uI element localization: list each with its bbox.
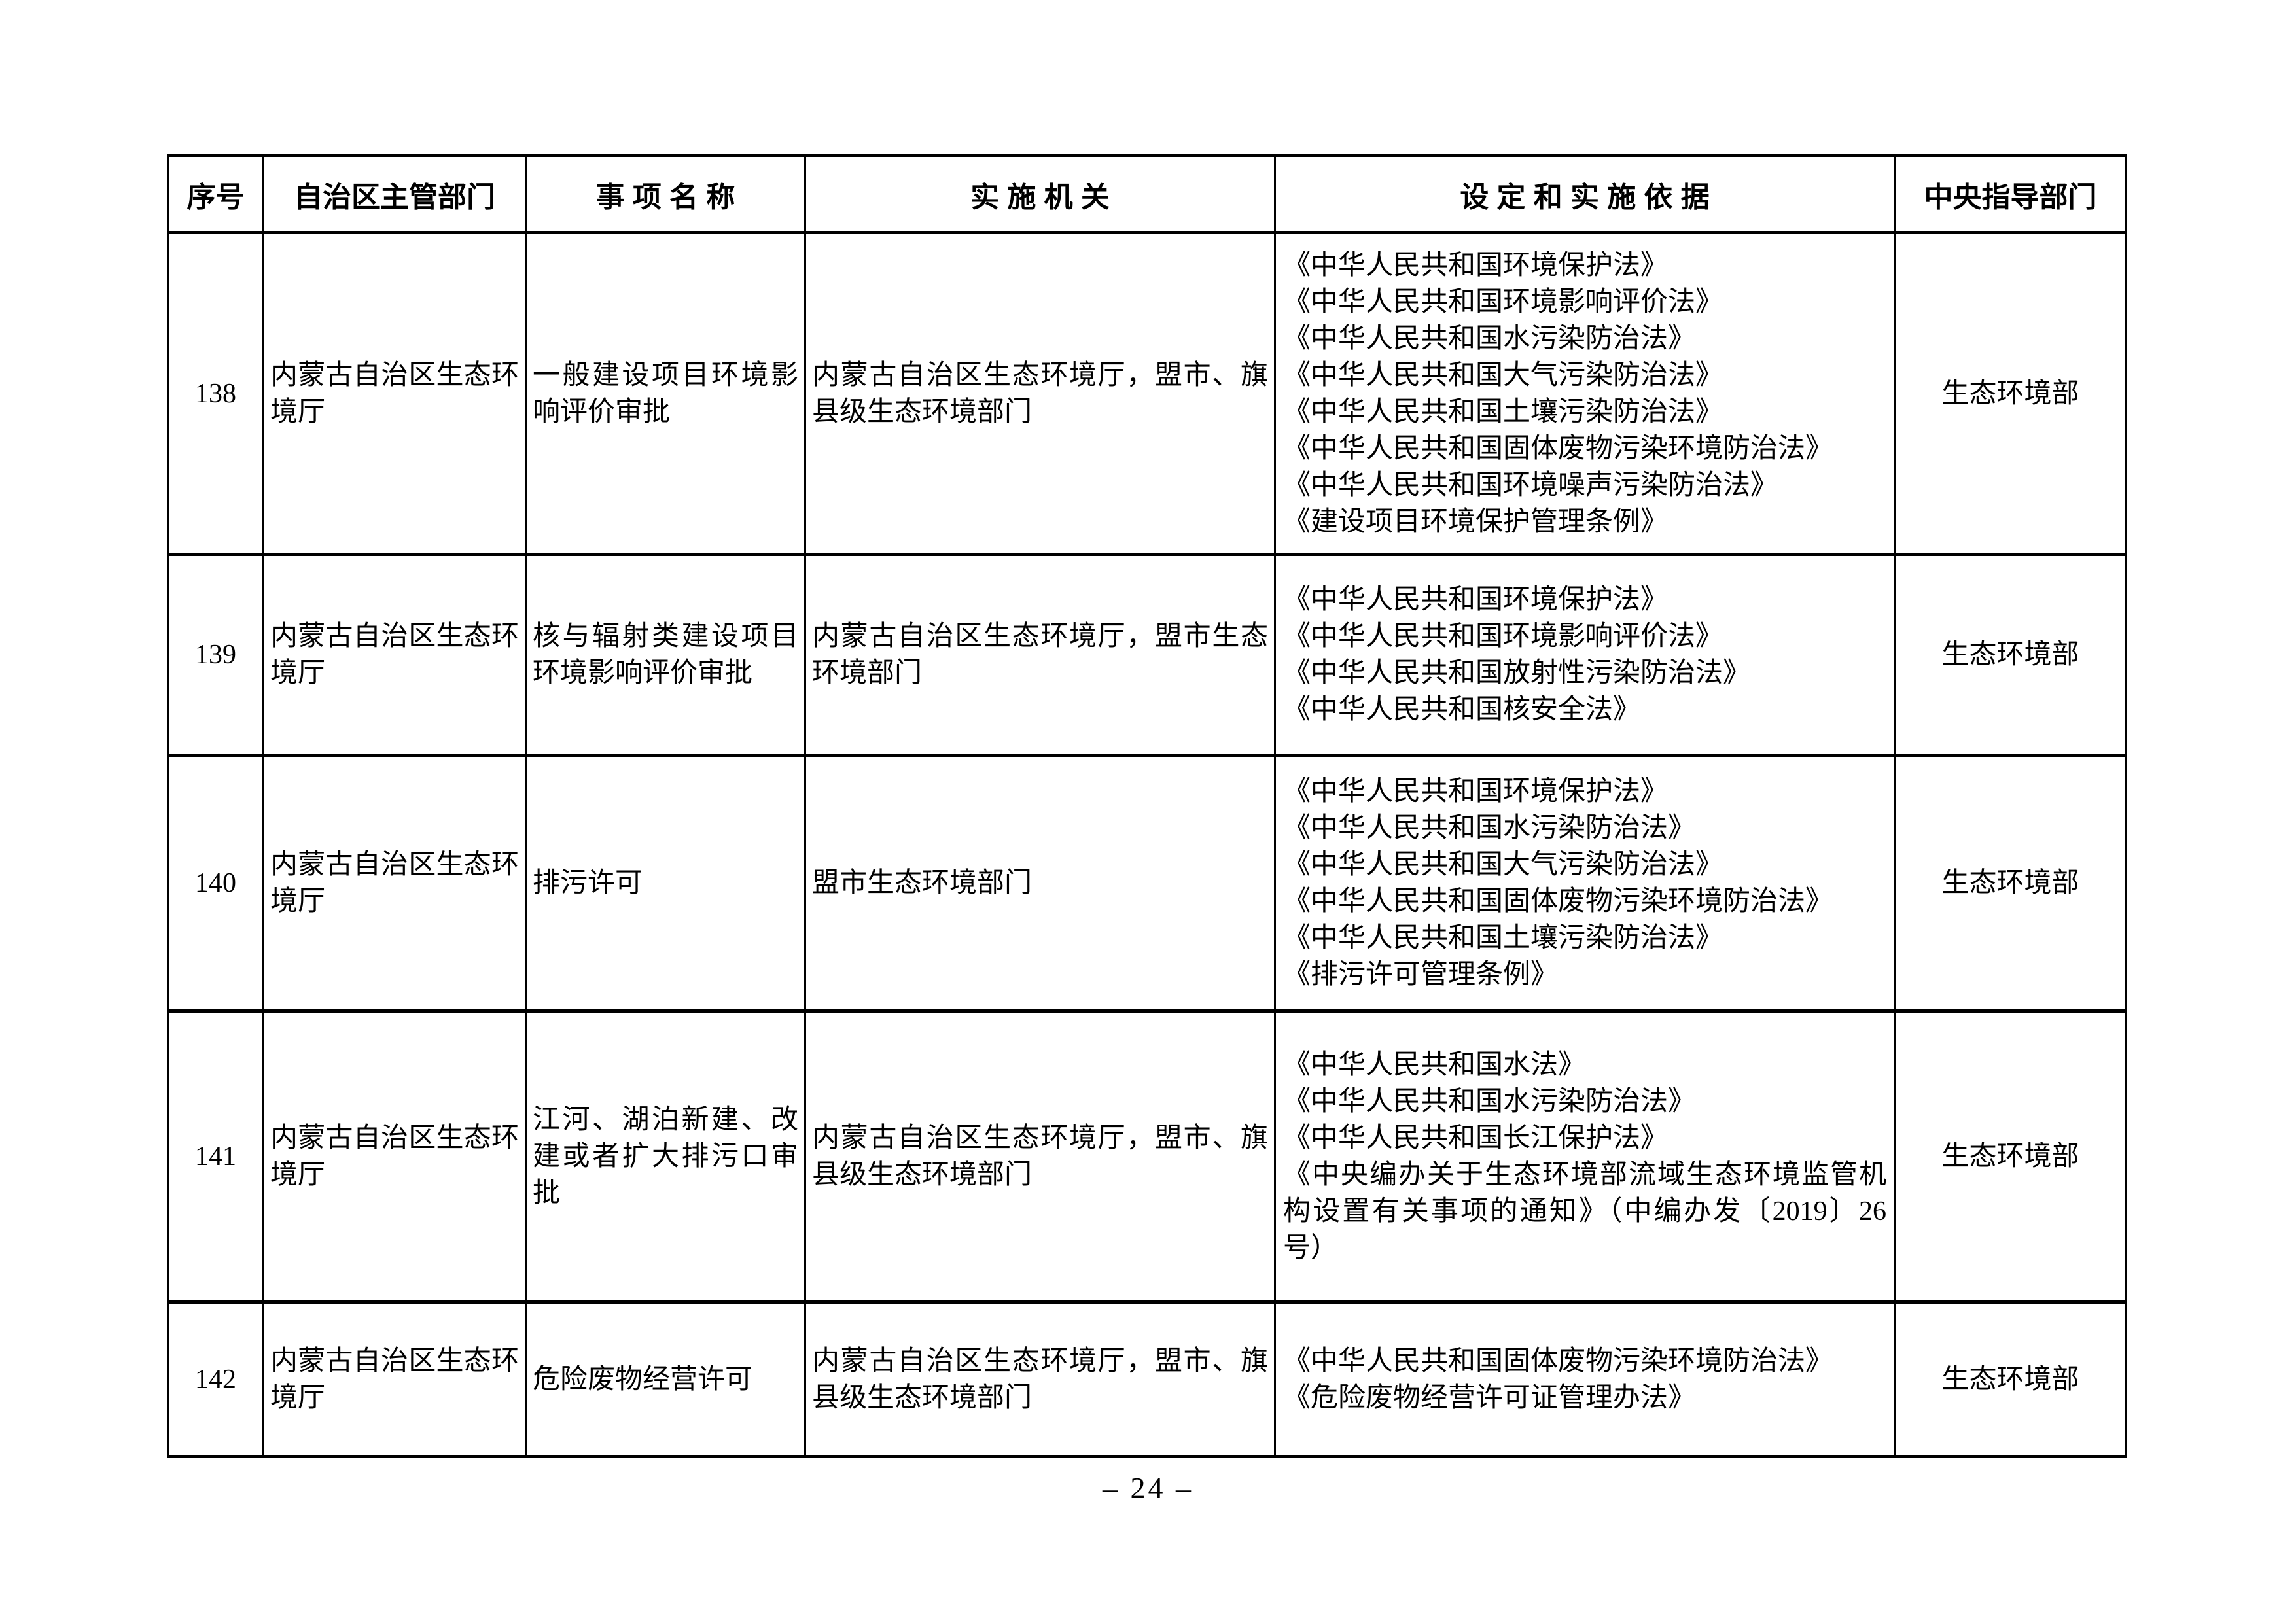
basis-line: 《中华人民共和国土壤污染防治法》 <box>1283 396 1723 427</box>
implementing-agency: 内蒙古自治区生态环境厅，盟市、旗县级生态环境部门 <box>804 1300 1276 1458</box>
basis-line: 《中华人民共和国水污染防治法》 <box>1283 813 1696 843</box>
central-department: 生态环境部 <box>1894 553 2127 757</box>
header-item: 事 项 名 称 <box>525 154 806 234</box>
region-department: 内蒙古自治区生态环境厅 <box>262 231 527 556</box>
basis-line: 《中华人民共和国水法》 <box>1283 1050 1586 1080</box>
basis-line: 《中华人民共和国环境影响评价法》 <box>1283 287 1723 317</box>
central-department: 生态环境部 <box>1894 754 2127 1013</box>
implementing-agency: 内蒙古自治区生态环境厅，盟市、旗县级生态环境部门 <box>804 1009 1276 1304</box>
region-department: 内蒙古自治区生态环境厅 <box>262 1009 527 1304</box>
region-department: 内蒙古自治区生态环境厅 <box>262 1300 527 1458</box>
basis-line: 《中华人民共和国土壤污染防治法》 <box>1283 923 1723 953</box>
basis-line: 《中华人民共和国固体废物污染环境防治法》 <box>1283 886 1833 916</box>
basis-line: 《建设项目环境保护管理条例》 <box>1283 506 1669 537</box>
table-row: 139 内蒙古自治区生态环境厅 核与辐射类建设项目环境影响评价审批 内蒙古自治区… <box>167 553 2127 757</box>
table-row: 138 内蒙古自治区生态环境厅 一般建设项目环境影响评价审批 内蒙古自治区生态环… <box>167 231 2127 556</box>
table-row: 142 内蒙古自治区生态环境厅 危险废物经营许可 内蒙古自治区生态环境厅，盟市、… <box>167 1300 2127 1458</box>
basis-line: 《排污许可管理条例》 <box>1283 960 1559 990</box>
basis-line: 《中华人民共和国固体废物污染环境防治法》 <box>1283 433 1833 464</box>
table-header-row: 序号 自治区主管部门 事 项 名 称 实 施 机 关 设 定 和 实 施 依 据… <box>167 154 2127 234</box>
basis-line: 《中华人民共和国水污染防治法》 <box>1283 323 1696 354</box>
row-number: 139 <box>167 553 264 757</box>
basis-line: 《中华人民共和国环境保护法》 <box>1283 250 1669 281</box>
header-no: 序号 <box>167 154 264 234</box>
table-row: 140 内蒙古自治区生态环境厅 排污许可 盟市生态环境部门 《中华人民共和国环境… <box>167 754 2127 1013</box>
implementing-agency: 盟市生态环境部门 <box>804 754 1276 1013</box>
basis-line: 《中华人民共和国环境保护法》 <box>1283 777 1669 807</box>
basis-line: 《中华人民共和国环境保护法》 <box>1283 585 1669 615</box>
basis-line: 《中华人民共和国固体废物污染环境防治法》 <box>1283 1346 1833 1376</box>
row-number: 142 <box>167 1300 264 1458</box>
legal-basis: 《中华人民共和国环境保护法》 《中华人民共和国环境影响评价法》 《中华人民共和国… <box>1274 231 1896 556</box>
approval-items-table: 序号 自治区主管部门 事 项 名 称 实 施 机 关 设 定 和 实 施 依 据… <box>167 154 2127 1458</box>
legal-basis: 《中华人民共和国水法》 《中华人民共和国水污染防治法》 《中华人民共和国长江保护… <box>1274 1009 1896 1304</box>
row-number: 138 <box>167 231 264 556</box>
header-central: 中央指导部门 <box>1894 154 2127 234</box>
central-department: 生态环境部 <box>1894 1009 2127 1304</box>
region-department: 内蒙古自治区生态环境厅 <box>262 754 527 1013</box>
basis-line: 《中华人民共和国核安全法》 <box>1283 695 1641 725</box>
item-name: 核与辐射类建设项目环境影响评价审批 <box>525 553 806 757</box>
basis-line: 《中华人民共和国环境影响评价法》 <box>1283 621 1723 652</box>
row-number: 140 <box>167 754 264 1013</box>
header-dept: 自治区主管部门 <box>262 154 527 234</box>
basis-line: 《中华人民共和国水污染防治法》 <box>1283 1087 1696 1117</box>
basis-line: 《中央编办关于生态环境部流域生态环境监管机构设置有关事项的通知》（中编办发〔20… <box>1283 1160 1886 1263</box>
implementing-agency: 内蒙古自治区生态环境厅，盟市生态环境部门 <box>804 553 1276 757</box>
item-name: 一般建设项目环境影响评价审批 <box>525 231 806 556</box>
basis-line: 《中华人民共和国放射性污染防治法》 <box>1283 658 1751 688</box>
central-department: 生态环境部 <box>1894 231 2127 556</box>
central-department: 生态环境部 <box>1894 1300 2127 1458</box>
item-name: 江河、湖泊新建、改建或者扩大排污口审批 <box>525 1009 806 1304</box>
implementing-agency: 内蒙古自治区生态环境厅，盟市、旗县级生态环境部门 <box>804 231 1276 556</box>
page-number: – 24 – <box>1103 1471 1193 1505</box>
basis-line: 《危险废物经营许可证管理办法》 <box>1283 1382 1696 1413</box>
legal-basis: 《中华人民共和国环境保护法》 《中华人民共和国水污染防治法》 《中华人民共和国大… <box>1274 754 1896 1013</box>
legal-basis: 《中华人民共和国固体废物污染环境防治法》 《危险废物经营许可证管理办法》 <box>1274 1300 1896 1458</box>
basis-line: 《中华人民共和国大气污染防治法》 <box>1283 850 1723 880</box>
item-name: 排污许可 <box>525 754 806 1013</box>
item-name: 危险废物经营许可 <box>525 1300 806 1458</box>
legal-basis: 《中华人民共和国环境保护法》 《中华人民共和国环境影响评价法》 《中华人民共和国… <box>1274 553 1896 757</box>
row-number: 141 <box>167 1009 264 1304</box>
table-row: 141 内蒙古自治区生态环境厅 江河、湖泊新建、改建或者扩大排污口审批 内蒙古自… <box>167 1009 2127 1304</box>
basis-line: 《中华人民共和国大气污染防治法》 <box>1283 360 1723 391</box>
header-agency: 实 施 机 关 <box>804 154 1276 234</box>
basis-line: 《中华人民共和国长江保护法》 <box>1283 1123 1669 1153</box>
basis-line: 《中华人民共和国环境噪声污染防治法》 <box>1283 470 1778 500</box>
region-department: 内蒙古自治区生态环境厅 <box>262 553 527 757</box>
header-basis: 设 定 和 实 施 依 据 <box>1274 154 1896 234</box>
